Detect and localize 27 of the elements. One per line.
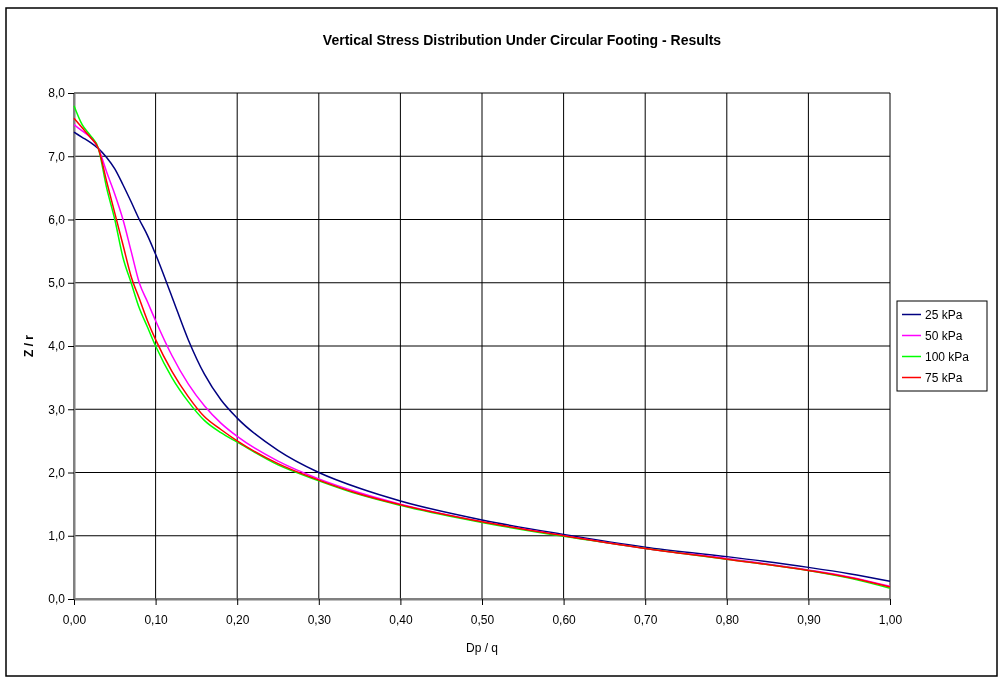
x-tick-label: 0,80 (715, 612, 740, 627)
y-tick-label: 3,0 (48, 402, 66, 417)
legend-label: 100 kPa (925, 349, 970, 364)
x-tick-label: 0,30 (307, 612, 332, 627)
y-tick-label: 1,0 (48, 529, 66, 544)
x-tick-label: 0,00 (62, 612, 87, 627)
y-tick-label: 6,0 (48, 212, 66, 227)
legend-label: 50 kPa (925, 328, 963, 343)
legend-label: 25 kPa (925, 307, 963, 322)
y-axis-title: Z / r (22, 334, 36, 358)
x-tick-label: 0,20 (226, 612, 250, 627)
y-tick-label: 0,0 (48, 592, 66, 607)
y-tick-label: 5,0 (48, 276, 66, 291)
x-tick-label: 0,50 (470, 612, 495, 627)
y-tick-label: 8,0 (48, 86, 66, 101)
x-tick-label: 0,90 (797, 612, 821, 627)
y-tick-label: 7,0 (48, 149, 66, 164)
x-tick-label: 0,10 (144, 612, 169, 627)
x-tick-label: 1,00 (878, 612, 903, 627)
y-tick-label: 4,0 (48, 339, 66, 354)
x-axis-title: Dp / q (465, 641, 499, 655)
legend-label: 75 kPa (925, 370, 963, 385)
y-tick-label: 2,0 (48, 465, 66, 480)
chart-title: Vertical Stress Distribution Under Circular Footing - Results (322, 32, 722, 48)
x-tick-label: 0,40 (389, 612, 413, 627)
x-tick-label: 0,60 (552, 612, 577, 627)
x-tick-label: 0,70 (634, 612, 658, 627)
